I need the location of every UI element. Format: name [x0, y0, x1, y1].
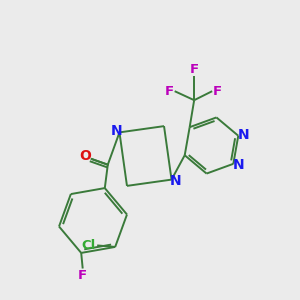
Text: Cl: Cl: [82, 239, 96, 252]
Text: N: N: [111, 124, 123, 138]
Text: F: F: [165, 85, 174, 98]
Text: F: F: [190, 63, 199, 76]
Text: N: N: [238, 128, 250, 142]
Text: N: N: [169, 174, 181, 188]
Text: F: F: [213, 85, 222, 98]
Text: F: F: [78, 268, 87, 282]
Text: N: N: [233, 158, 244, 172]
Text: O: O: [79, 149, 91, 163]
